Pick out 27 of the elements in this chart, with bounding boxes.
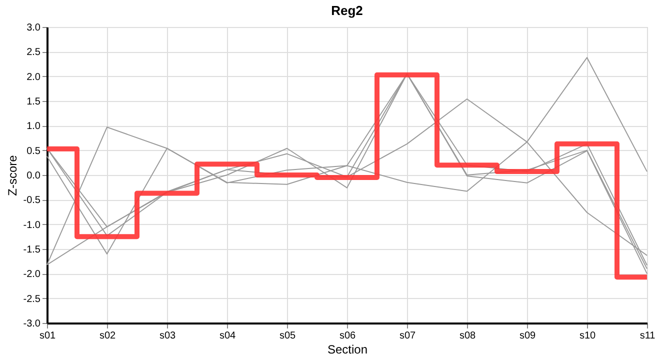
y-tick-label: -0.5	[23, 195, 41, 206]
x-tick-label: s02	[99, 330, 116, 342]
y-tick-label: 2.5	[26, 47, 41, 58]
y-axis-title: Z-score	[5, 154, 20, 196]
y-tick-label: 1.5	[26, 96, 41, 108]
y-tick-label: -2.5	[23, 294, 41, 305]
x-tick-label: s09	[519, 330, 536, 342]
y-tick-label: -1.5	[23, 244, 41, 256]
y-tick-label: 1.0	[26, 121, 41, 132]
x-tick-label: s08	[459, 330, 476, 342]
y-tick-label: -3.0	[23, 318, 41, 330]
x-tick-label: s05	[279, 330, 296, 342]
x-tick-label: s10	[579, 330, 596, 342]
y-tick-label: -2.0	[23, 269, 41, 280]
y-tick-label: 2.0	[26, 72, 41, 83]
y-tick-label: 0.5	[26, 146, 41, 157]
x-tick-label: s01	[39, 330, 56, 342]
y-tick-label: 3.0	[26, 22, 41, 34]
x-axis-title: Section	[327, 342, 368, 356]
x-tick-label: s04	[219, 330, 236, 342]
x-tick-label: s07	[399, 330, 416, 342]
x-tick-label: s06	[339, 330, 356, 342]
x-tick-label: s03	[159, 330, 176, 342]
chart-title: Reg2	[331, 3, 363, 18]
y-tick-label: 0.0	[26, 170, 41, 182]
x-tick-label: s11	[640, 330, 656, 342]
y-tick-label: -1.0	[23, 220, 41, 231]
